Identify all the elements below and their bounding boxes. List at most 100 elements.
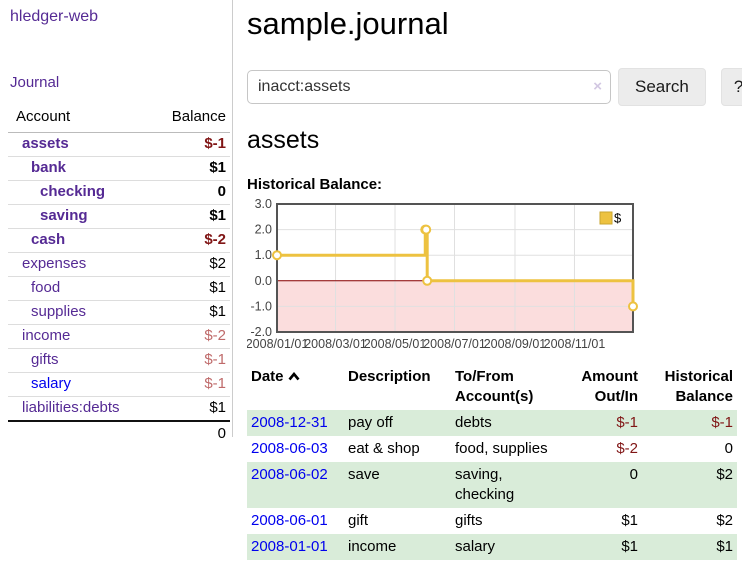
- transaction-amount: $1: [621, 512, 638, 529]
- transaction-amount: 0: [629, 466, 638, 483]
- account-row: checking 0: [8, 180, 230, 205]
- transaction-description: gift: [348, 512, 369, 529]
- svg-text:2008/03/01: 2008/03/01: [304, 337, 367, 351]
- transaction-date-link[interactable]: 2008-01-01: [251, 538, 328, 555]
- svg-text:2008/05/01: 2008/05/01: [364, 337, 427, 351]
- data-point-marker: [421, 224, 432, 235]
- register-column-date[interactable]: Date: [247, 364, 344, 410]
- account-link-assets[interactable]: assets: [22, 135, 69, 152]
- register-row: 2008-01-01 income salary $1 $1: [247, 534, 737, 560]
- app-brand-link[interactable]: hledger-web: [10, 8, 99, 25]
- account-page-title: assets: [247, 126, 320, 154]
- account-balance: $-1: [204, 135, 226, 152]
- account-link-cash[interactable]: cash: [31, 231, 66, 248]
- account-balance: $1: [148, 276, 230, 301]
- account-balance: 0: [148, 180, 230, 205]
- transaction-accounts: salary: [455, 538, 496, 555]
- clear-search-icon[interactable]: ×: [593, 78, 602, 95]
- transaction-description: save: [348, 466, 380, 483]
- main-content: sample.journal × Search ? assets Histori…: [233, 0, 742, 560]
- account-link-saving[interactable]: saving: [40, 207, 88, 224]
- account-row: bank $1: [8, 156, 230, 181]
- legend-swatch: [599, 211, 613, 225]
- accounts-column-account: Account: [8, 103, 149, 133]
- register-row: 2008-06-03 eat & shop food, supplies $-2 0: [247, 436, 737, 462]
- transaction-balance: $1: [716, 538, 733, 555]
- accounts-column-balance: Balance: [148, 103, 230, 133]
- register-row: 2008-12-31 pay off debts $-1 $-1: [247, 410, 737, 436]
- account-row: liabilities:debts $1: [8, 396, 230, 421]
- search-button[interactable]: Search: [618, 68, 706, 106]
- account-balance: $1: [148, 300, 230, 325]
- transaction-balance: $-1: [711, 414, 733, 431]
- account-balance: $1: [148, 156, 230, 181]
- transaction-amount: $-1: [616, 414, 638, 431]
- account-balance: $1: [148, 204, 230, 229]
- transaction-balance: $2: [716, 466, 733, 483]
- help-button[interactable]: ?: [720, 68, 742, 106]
- register-column-tofrom: To/From Account(s): [455, 368, 534, 405]
- transaction-accounts: gifts: [455, 512, 483, 529]
- account-link-checking[interactable]: checking: [40, 183, 106, 200]
- search-form: × Search ?: [247, 68, 742, 106]
- account-row: expenses $2: [8, 252, 230, 277]
- account-link-gifts[interactable]: gifts: [31, 351, 59, 368]
- svg-text:-2.0: -2.0: [250, 325, 272, 339]
- register-column-description: Description: [348, 368, 431, 385]
- svg-text:3.0: 3.0: [255, 199, 272, 211]
- sidebar: hledger-web Journal Account Balance asse…: [0, 0, 233, 445]
- accounts-total-row: 0: [8, 420, 230, 445]
- account-balance: $-1: [148, 372, 230, 397]
- svg-text:2008/01/01: 2008/01/01: [247, 337, 308, 351]
- transaction-description: pay off: [348, 414, 393, 431]
- transaction-accounts: saving, checking: [455, 466, 515, 503]
- accounts-total-value: 0: [148, 420, 230, 445]
- transaction-date-link[interactable]: 2008-06-01: [251, 512, 328, 529]
- svg-text:0.0: 0.0: [255, 274, 272, 288]
- svg-text:2.0: 2.0: [255, 223, 272, 237]
- svg-text:2008/09/01: 2008/09/01: [484, 337, 547, 351]
- account-balance: $-2: [148, 228, 230, 253]
- register-column-amount: Amount Out/In: [581, 368, 638, 405]
- search-input[interactable]: [247, 70, 611, 104]
- transaction-accounts: debts: [455, 414, 492, 431]
- account-link-expenses[interactable]: expenses: [22, 255, 87, 272]
- svg-text:1.0: 1.0: [255, 248, 272, 262]
- register-table: Date Description To/From Account(s) Amoun…: [247, 364, 737, 560]
- data-point-marker: [422, 275, 433, 286]
- transaction-date-link[interactable]: 2008-06-02: [251, 466, 328, 483]
- transaction-date-link[interactable]: 2008-06-03: [251, 440, 328, 457]
- account-link-income[interactable]: income: [22, 327, 71, 344]
- svg-text:-1.0: -1.0: [250, 299, 272, 313]
- sort-ascending-icon: [288, 367, 300, 387]
- transaction-balance: 0: [724, 440, 733, 457]
- account-row: gifts $-1: [8, 348, 230, 373]
- account-link-bank[interactable]: bank: [31, 159, 67, 176]
- svg-text:2008/07/01: 2008/07/01: [423, 337, 486, 351]
- account-row: supplies $1: [8, 300, 230, 325]
- account-link-food[interactable]: food: [31, 279, 61, 296]
- plot-border: [276, 203, 634, 333]
- account-balance: $-1: [148, 348, 230, 373]
- account-link-liabilities-debts[interactable]: liabilities:debts: [22, 399, 120, 416]
- account-balance: $1: [148, 396, 230, 421]
- account-row: salary $-1: [8, 372, 230, 397]
- transaction-balance: $2: [716, 512, 733, 529]
- account-link-supplies[interactable]: supplies: [31, 303, 87, 320]
- account-row: income $-2: [8, 324, 230, 349]
- legend-label: $: [614, 211, 622, 226]
- data-point-marker: [628, 301, 638, 312]
- register-row: 2008-06-02 save saving, checking 0 $2: [247, 462, 737, 508]
- account-link-salary[interactable]: salary: [31, 375, 72, 392]
- transaction-description: income: [348, 538, 397, 555]
- transaction-amount: $1: [621, 538, 638, 555]
- accounts-header-row: Account Balance: [8, 103, 230, 133]
- transaction-accounts: food, supplies: [455, 440, 548, 457]
- svg-text:2008/11/01: 2008/11/01: [544, 337, 606, 351]
- sidebar-item-journal[interactable]: Journal: [10, 74, 60, 91]
- transaction-date-link[interactable]: 2008-12-31: [251, 414, 328, 431]
- account-row: assets $-1: [8, 133, 230, 157]
- account-row: saving $1: [8, 204, 230, 229]
- transaction-amount: $-2: [616, 440, 638, 457]
- account-balance: $2: [148, 252, 230, 277]
